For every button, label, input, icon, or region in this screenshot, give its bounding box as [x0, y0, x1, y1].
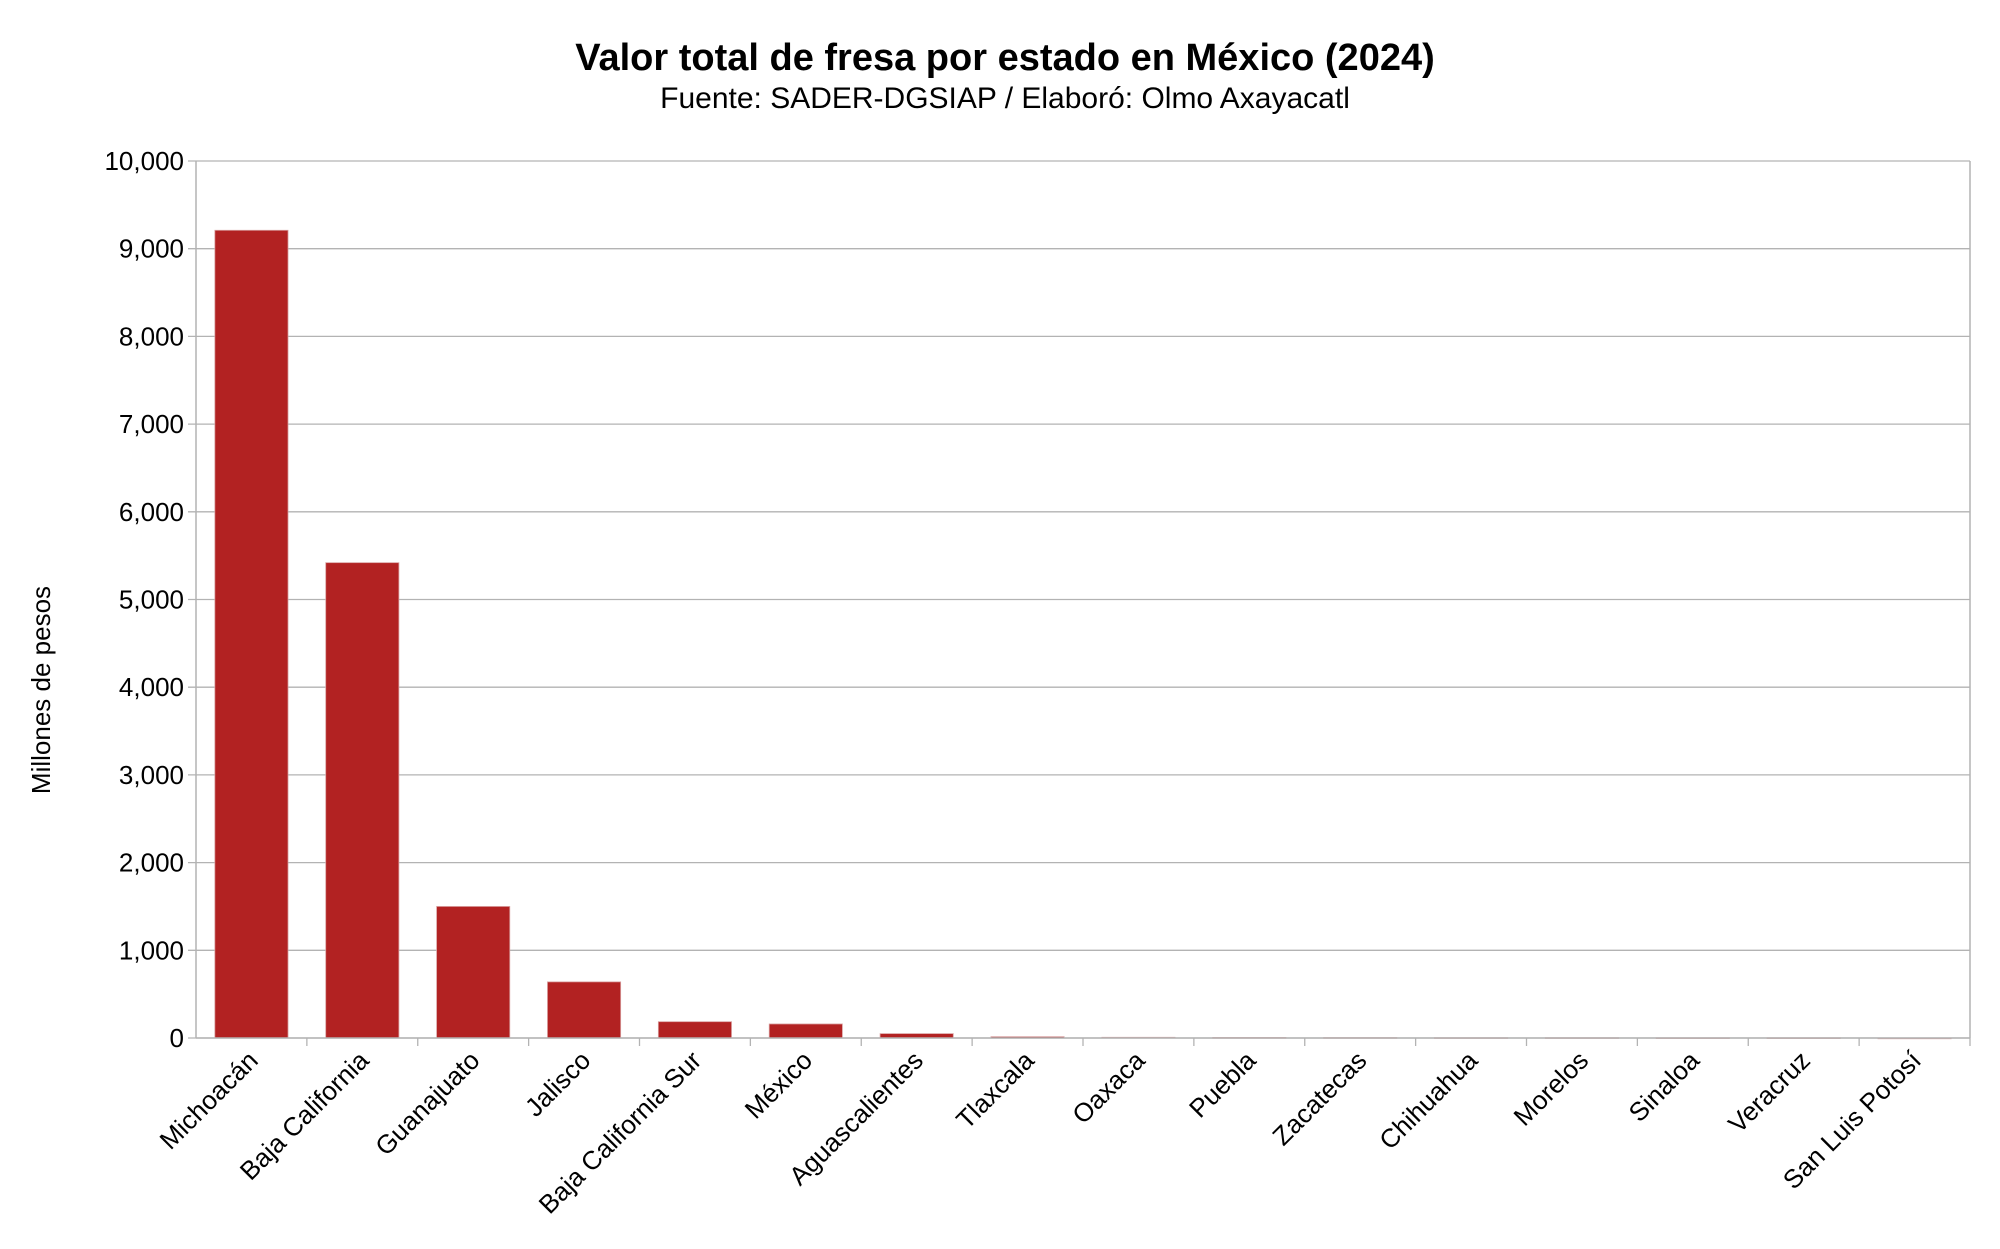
y-tick-label: 0: [170, 1023, 184, 1053]
y-tick-label: 2,000: [119, 848, 184, 878]
chart-title: Valor total de fresa por estado en Méxic…: [575, 37, 1435, 79]
y-tick-label: 5,000: [119, 585, 184, 615]
x-tick-label: Michoacán: [154, 1045, 264, 1155]
bar-5: [768, 1023, 843, 1039]
x-tick-label: Sinaloa: [1623, 1045, 1706, 1128]
x-tick-label: México: [739, 1045, 818, 1124]
y-axis-label: Millones de pesos: [26, 586, 56, 794]
bars: [214, 229, 1952, 1040]
bar-1: [325, 562, 400, 1039]
bar-2: [436, 906, 511, 1039]
y-tick-label: 6,000: [119, 497, 184, 527]
y-tick-label: 8,000: [119, 321, 184, 351]
x-tick-label: Morelos: [1508, 1045, 1595, 1132]
bar-0: [214, 229, 289, 1039]
x-tick-label: Chihuahua: [1373, 1045, 1484, 1156]
y-tick-label: 9,000: [119, 234, 184, 264]
x-tick-label: Oaxaca: [1066, 1045, 1151, 1130]
x-tick-label: Puebla: [1183, 1045, 1262, 1124]
chart-subtitle: Fuente: SADER-DGSIAP / Elaboró: Olmo Axa…: [660, 82, 1350, 115]
bar-3: [547, 981, 622, 1039]
y-tick-label: 10,000: [104, 146, 184, 176]
y-tick-label: 7,000: [119, 409, 184, 439]
x-tick-label: Tlaxcala: [950, 1045, 1040, 1135]
x-tick-label: Zacatecas: [1266, 1045, 1372, 1151]
x-tick-label: Guanajuato: [369, 1045, 485, 1161]
x-tick-label: Jalisco: [519, 1045, 596, 1122]
bar-4: [657, 1021, 732, 1039]
y-tick-label: 3,000: [119, 760, 184, 790]
y-tick-label: 1,000: [119, 935, 184, 965]
x-tick-label: Veracruz: [1722, 1045, 1816, 1139]
y-tick-label: 4,000: [119, 672, 184, 702]
